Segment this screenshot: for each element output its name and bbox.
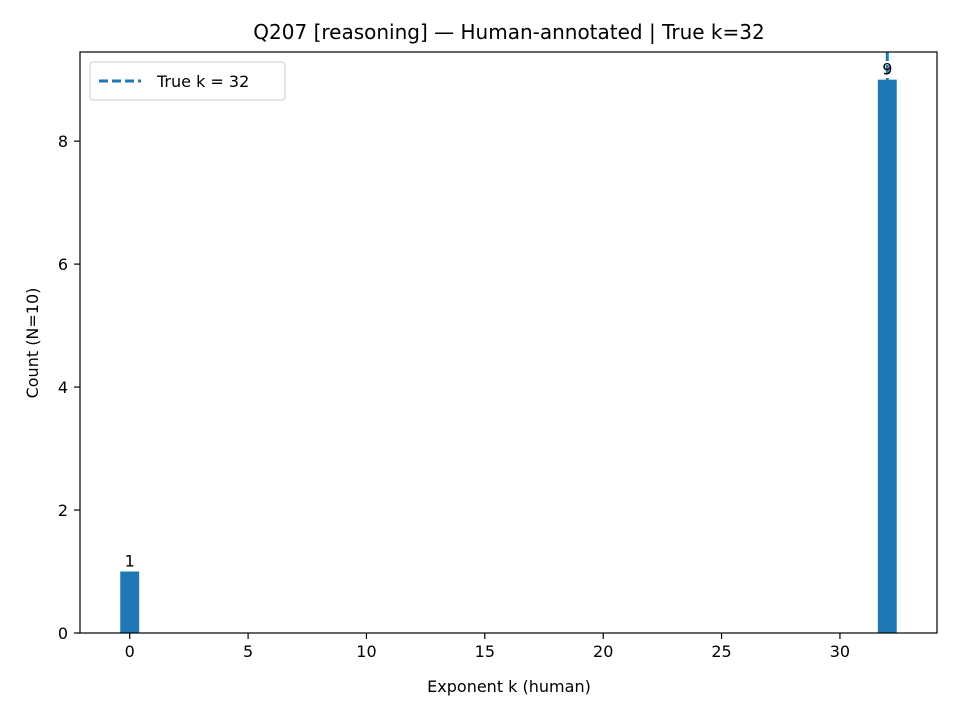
x-tick-label: 15 [475,642,495,661]
legend: True k = 32 [89,61,286,101]
y-tick-label: 6 [58,255,68,274]
legend-box [89,61,286,101]
bar-value-label-k-0: 1 [125,552,135,571]
y-axis-title: Count (N=10) [23,288,42,399]
y-tick-label: 0 [58,624,68,643]
x-tick-label: 20 [593,642,613,661]
x-tick-label: 25 [711,642,731,661]
x-tick-label: 10 [356,642,376,661]
plot-frame [79,51,938,634]
y-tick-label: 8 [58,132,68,151]
legend-entry-label: True k = 32 [156,72,249,91]
y-tick-label: 2 [58,501,68,520]
x-tick-label: 30 [830,642,850,661]
x-tick-label: 0 [125,642,135,661]
y-axis-ticks: 0 2 4 6 8 [58,132,80,643]
y-tick-label: 4 [58,378,68,397]
x-axis-ticks: 0 5 10 15 20 25 30 [125,633,850,661]
bar-k-0 [120,571,140,633]
bar-labels: 19 [125,60,893,571]
x-tick-label: 5 [243,642,253,661]
bars [120,79,897,633]
x-axis-title: Exponent k (human) [427,677,591,696]
bar-value-label-k-32: 9 [882,60,892,79]
chart-title: Q207 [reasoning] — Human-annotated | Tru… [253,20,764,44]
